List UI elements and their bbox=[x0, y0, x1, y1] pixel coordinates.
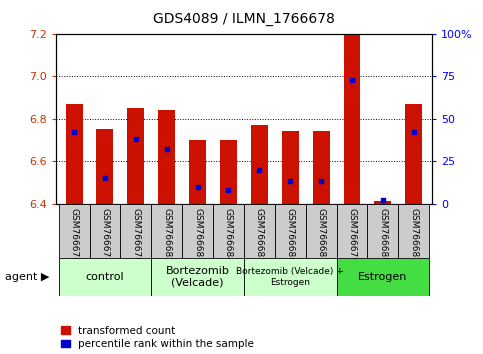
Text: Bortezomib
(Velcade): Bortezomib (Velcade) bbox=[166, 266, 229, 288]
Bar bbox=[306, 204, 337, 258]
Text: GSM766680: GSM766680 bbox=[378, 208, 387, 263]
Bar bbox=[58, 258, 151, 296]
Text: Bortezomib (Velcade) +
Estrogen: Bortezomib (Velcade) + Estrogen bbox=[236, 267, 344, 287]
Bar bbox=[374, 201, 391, 204]
Text: GSM766683: GSM766683 bbox=[193, 208, 202, 263]
Bar bbox=[244, 204, 275, 258]
Text: GSM766676: GSM766676 bbox=[70, 208, 79, 263]
Bar bbox=[120, 204, 151, 258]
Bar bbox=[398, 204, 429, 258]
Bar bbox=[97, 129, 114, 204]
Legend: transformed count, percentile rank within the sample: transformed count, percentile rank withi… bbox=[61, 326, 255, 349]
Bar bbox=[128, 108, 144, 204]
Point bbox=[379, 197, 387, 203]
Text: GSM766677: GSM766677 bbox=[100, 208, 110, 263]
Bar bbox=[58, 204, 89, 258]
Point bbox=[410, 129, 418, 135]
Point bbox=[225, 187, 232, 193]
Text: GSM766678: GSM766678 bbox=[131, 208, 141, 263]
Text: GSM766682: GSM766682 bbox=[162, 208, 171, 263]
Point bbox=[101, 175, 109, 181]
Bar bbox=[182, 204, 213, 258]
Bar bbox=[213, 204, 244, 258]
Point bbox=[348, 77, 356, 82]
Point bbox=[317, 179, 325, 184]
Text: GSM766686: GSM766686 bbox=[286, 208, 295, 263]
Point bbox=[194, 184, 201, 189]
Bar bbox=[368, 204, 398, 258]
Bar bbox=[337, 204, 368, 258]
Bar bbox=[66, 104, 83, 204]
Bar bbox=[313, 131, 329, 204]
Point bbox=[286, 179, 294, 184]
Point bbox=[132, 136, 140, 142]
Bar bbox=[282, 131, 298, 204]
Bar bbox=[151, 258, 244, 296]
Point bbox=[256, 167, 263, 172]
Bar bbox=[337, 258, 429, 296]
Point bbox=[70, 129, 78, 135]
Bar bbox=[405, 104, 422, 204]
Bar bbox=[343, 34, 360, 204]
Bar bbox=[275, 204, 306, 258]
Bar bbox=[158, 110, 175, 204]
Bar bbox=[89, 204, 120, 258]
Bar bbox=[244, 258, 337, 296]
Point bbox=[163, 146, 170, 152]
Text: GSM766687: GSM766687 bbox=[317, 208, 326, 263]
Text: GSM766681: GSM766681 bbox=[409, 208, 418, 263]
Text: Estrogen: Estrogen bbox=[358, 272, 408, 282]
Text: GSM766679: GSM766679 bbox=[347, 208, 356, 263]
Bar bbox=[151, 204, 182, 258]
Text: GDS4089 / ILMN_1766678: GDS4089 / ILMN_1766678 bbox=[153, 12, 335, 27]
Text: GSM766685: GSM766685 bbox=[255, 208, 264, 263]
Text: control: control bbox=[85, 272, 124, 282]
Text: agent ▶: agent ▶ bbox=[5, 272, 49, 282]
Bar bbox=[220, 140, 237, 204]
Bar bbox=[189, 140, 206, 204]
Text: GSM766684: GSM766684 bbox=[224, 208, 233, 263]
Bar bbox=[251, 125, 268, 204]
